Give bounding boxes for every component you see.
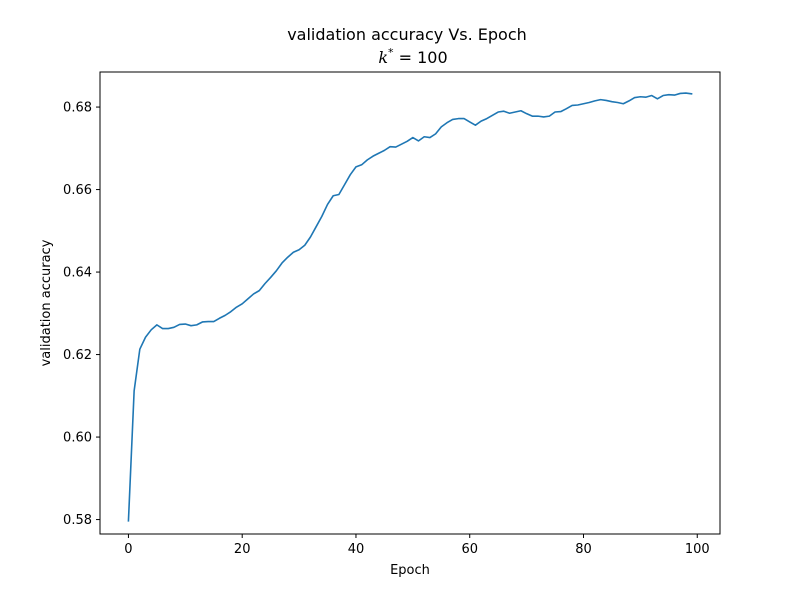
chart-subtitle: k* = 100 [378,46,447,67]
x-tick-label: 40 [348,542,365,557]
subtitle-relation: = [394,48,418,67]
y-axis-ticks: 0.58 0.60 0.62 0.64 0.66 0.68 [63,101,100,528]
y-tick-label: 0.64 [63,266,92,281]
x-tick-label: 0 [124,542,132,557]
y-axis-label: validation accuracy [39,239,54,366]
y-tick-label: 0.62 [63,348,92,363]
y-tick-label: 0.66 [63,183,92,198]
chart-title: validation accuracy Vs. Epoch [287,25,527,44]
series-line-0 [127,92,693,522]
chart-title-group: validation accuracy Vs. Epoch k* = 100 [287,25,527,67]
x-tick-label: 100 [685,542,710,557]
x-tick-label: 80 [575,542,592,557]
subtitle-variable: k [378,48,388,67]
plot-frame [99,71,721,535]
y-tick-label: 0.60 [63,431,92,446]
y-tick-label: 0.58 [63,513,92,528]
plot-area [99,71,721,535]
y-tick-label: 0.68 [63,101,92,116]
subtitle-value: 100 [417,48,448,67]
series-layer [127,92,693,522]
x-tick-label: 60 [461,542,478,557]
x-axis-label: Epoch [390,563,430,578]
subtitle-superscript: * [388,46,394,59]
x-tick-label: 20 [234,542,251,557]
x-axis-ticks: 0 20 40 60 80 100 [124,534,710,557]
